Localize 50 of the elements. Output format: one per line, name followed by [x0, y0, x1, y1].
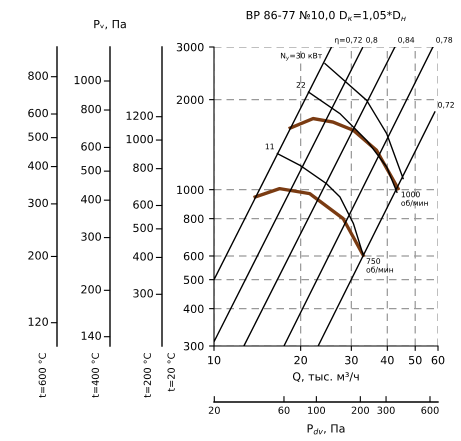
y-tick-label: 3000	[176, 42, 204, 52]
text: 120	[28, 318, 48, 326]
text: 500	[133, 224, 153, 232]
text: 200	[28, 251, 48, 260]
text: 200	[352, 406, 369, 414]
text: 800	[133, 163, 153, 172]
text: 20	[208, 406, 220, 414]
text: 300	[81, 232, 101, 241]
text: t=200 °C	[144, 353, 151, 398]
y-tick-label: 400	[184, 304, 204, 314]
y-tick-label: 2000	[176, 96, 204, 104]
text: 200	[81, 285, 101, 294]
text: 300	[28, 198, 48, 208]
text: 100	[308, 406, 325, 414]
text: Pᵥ, Па	[94, 20, 126, 30]
chart-title: ВР 86-77 №10,0 D$_{к}$=1,05*D$_{н}$	[246, 10, 406, 21]
y-tick-label: 800	[184, 214, 204, 224]
y-tick-label: 500	[184, 276, 204, 284]
text: 400	[28, 161, 48, 170]
text: 400	[81, 194, 101, 204]
text: 400	[133, 252, 153, 261]
text: 600	[421, 406, 439, 414]
x-tick-label: 20	[294, 356, 307, 364]
text: t=600 °C	[38, 353, 46, 398]
text: 600	[133, 200, 153, 209]
y-tick-label: 1000	[177, 186, 204, 194]
x-tick-label: 50	[408, 356, 422, 364]
text: 300	[133, 289, 153, 298]
x-tick-label: 30	[345, 356, 358, 364]
x-tick-label: 10	[208, 356, 220, 364]
text: 500	[81, 166, 101, 174]
text: 1000	[126, 134, 153, 144]
text: 800	[28, 72, 48, 80]
text: P$_{dv}$, Па	[308, 424, 344, 434]
y-axis-title: t=20 °C	[167, 353, 175, 392]
text: 600	[28, 108, 48, 118]
text: 300	[378, 406, 395, 414]
text: t=400 °C	[92, 353, 99, 398]
text: 60	[278, 406, 290, 414]
text: 140	[82, 332, 101, 340]
text: 1000	[74, 76, 101, 84]
text: 1200	[126, 112, 153, 120]
text: 800	[81, 104, 101, 114]
y-tick-label: 600	[184, 252, 204, 260]
x-axis-title: Q, тыс. м³/ч	[292, 372, 359, 382]
x-tick-label: 40	[380, 356, 394, 364]
y-tick-label: 300	[184, 342, 204, 350]
text: 500	[28, 132, 48, 141]
text: 600	[81, 142, 101, 151]
x-tick-label: 60	[432, 356, 444, 364]
